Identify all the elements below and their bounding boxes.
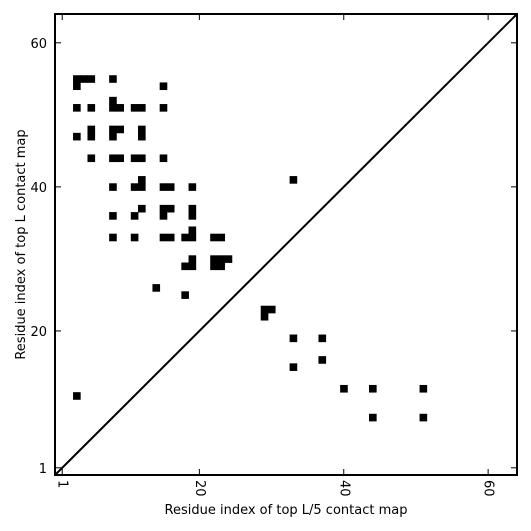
data-point: [138, 132, 146, 141]
data-point: [419, 384, 428, 393]
y-tick-label: 20: [30, 325, 47, 340]
data-point: [217, 255, 226, 263]
data-point: [181, 291, 189, 299]
data-point: [109, 96, 117, 105]
data-point: [369, 413, 377, 422]
data-point: [166, 183, 175, 191]
data-point: [130, 183, 139, 191]
data-point: [181, 233, 189, 242]
data-point: [109, 75, 117, 83]
data-point: [109, 132, 117, 141]
data-point: [188, 212, 197, 220]
data-point: [159, 233, 168, 242]
data-point: [73, 75, 81, 83]
data-point: [116, 125, 124, 134]
data-point: [109, 233, 117, 242]
data-point: [130, 233, 139, 242]
data-point: [116, 154, 124, 163]
data-point: [188, 233, 197, 242]
data-point: [188, 204, 197, 213]
data-point: [138, 125, 146, 134]
data-point: [159, 204, 168, 213]
data-point: [73, 392, 81, 400]
data-point: [318, 334, 327, 343]
data-point: [210, 255, 218, 263]
data-point: [138, 176, 146, 184]
data-point: [188, 262, 197, 271]
data-point: [73, 132, 81, 141]
x-tick-label: 1: [55, 480, 70, 488]
data-point: [217, 233, 226, 242]
data-point: [109, 212, 117, 220]
data-point: [188, 183, 197, 191]
data-point: [318, 356, 327, 364]
data-point: [159, 104, 168, 112]
data-points: [73, 75, 428, 422]
data-point: [166, 233, 175, 242]
data-point: [289, 363, 298, 371]
x-axis-label: Residue index of top L/5 contact map: [165, 503, 408, 518]
y-axis-label: Residue index of top L contact map: [14, 129, 29, 359]
data-point: [87, 132, 96, 141]
data-point: [87, 75, 96, 83]
data-point: [181, 262, 189, 271]
data-point: [116, 104, 124, 112]
plot-frame: [54, 13, 518, 476]
data-point: [267, 305, 276, 314]
data-point: [188, 226, 197, 235]
data-point: [73, 104, 81, 112]
y-tick-label: 40: [30, 181, 47, 196]
data-point: [369, 384, 377, 393]
data-point: [130, 212, 139, 220]
data-point: [260, 312, 269, 321]
x-tick-label: 60: [481, 480, 496, 497]
data-point: [419, 413, 428, 422]
y-tick-label: 60: [30, 37, 47, 52]
data-point: [138, 183, 146, 191]
data-point: [87, 104, 96, 112]
data-point: [138, 154, 146, 163]
data-point: [289, 176, 298, 184]
data-point: [87, 154, 96, 163]
data-point: [166, 204, 175, 213]
data-point: [80, 75, 88, 83]
data-point: [159, 82, 168, 91]
data-point: [109, 183, 117, 191]
axis-ticks: 1 20 40 60 1 20 40 60: [30, 14, 517, 497]
data-point: [130, 154, 139, 163]
data-point: [217, 262, 226, 271]
data-point: [159, 154, 168, 163]
data-point: [152, 284, 161, 292]
data-point: [87, 125, 96, 134]
data-point: [188, 255, 197, 263]
data-point: [109, 154, 117, 163]
data-point: [159, 212, 168, 220]
x-tick-label: 40: [336, 480, 351, 497]
diagonal-line: [54, 13, 518, 476]
y-tick-label: 1: [39, 462, 47, 477]
data-point: [138, 104, 146, 112]
data-point: [138, 204, 146, 213]
data-point: [73, 82, 81, 91]
data-point: [260, 305, 269, 314]
data-point: [109, 104, 117, 112]
data-point: [210, 262, 218, 271]
data-point: [109, 125, 117, 134]
x-tick-label: 20: [192, 480, 207, 497]
data-point: [224, 255, 233, 263]
data-point: [159, 183, 168, 191]
data-point: [130, 104, 139, 112]
data-point: [210, 233, 218, 242]
data-point: [289, 334, 298, 343]
data-point: [340, 384, 348, 393]
